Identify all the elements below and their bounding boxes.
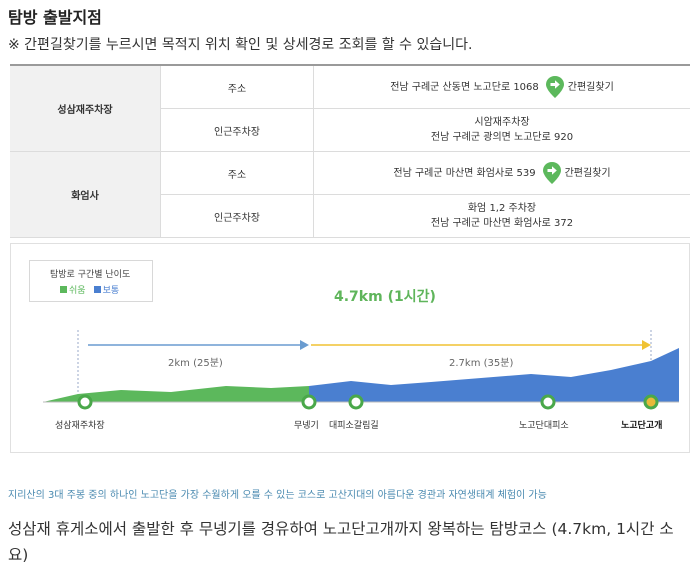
nearby-parking-name: 화엄 1,2 주차장 [467,203,537,214]
segment2-arrowhead [642,340,651,350]
map-pin-icon [545,76,564,98]
nearby-parking-cell: 시암재주차장 전남 구례군 광의면 노고단로 920 [313,108,690,152]
waypoint-marker [77,394,93,410]
segment1-arrowhead [300,340,309,350]
quick-directions-label: 간편길찾기 [567,81,614,93]
nearby-parking-cell: 화엄 1,2 주차장 전남 구례군 마산면 화엄사로 372 [313,194,690,238]
address-label: 주소 [160,151,314,195]
nearby-parking-address: 전남 구례군 마산면 화엄사로 372 [430,218,574,229]
legend-title: 탐방로 구간별 난이도 [50,270,131,280]
nearby-parking-label: 인근주차장 [160,194,314,238]
normal-label: 보통 [102,286,120,296]
difficulty-legend: 탐방로 구간별 난이도 쉬움 보통 [29,260,153,302]
normal-swatch [93,286,101,293]
parking-lot-name: 화엄사 [10,151,161,238]
table-row: 인근주차장 화엄 1,2 주차장 전남 구례군 마산면 화엄사로 372 [10,194,690,238]
course-summary: 성삼재 휴게소에서 출발한 후 무넹기를 경유하여 노고단고개까지 왕복하는 탐… [8,520,674,564]
nearby-parking-address: 전남 구례군 광의면 노고단로 920 [430,132,574,143]
waypoint-label-end: 노고단고개 [621,421,663,431]
table-row: 성삼재주차장 주소 전남 구례군 산동면 노고단로 1068 간편길찾기 [10,65,690,152]
page-title: 탐방 출발지점 [8,8,102,27]
waypoint-label: 노고단대피소 [519,421,569,431]
address-text: 전남 구례군 마산면 화엄사로 539 [393,167,536,179]
address-cell: 전남 구례군 산동면 노고단로 1068 간편길찾기 [313,65,690,109]
normal-section-area [309,348,679,402]
waypoint-label: 무넹기 [294,421,319,431]
quick-directions-label: 간편길찾기 [564,167,611,179]
nearby-parking-name: 시암재주차장 [474,117,530,128]
parking-table: 성삼재주차장 주소 전남 구례군 산동면 노고단로 1068 간편길찾기 인근주… [10,64,690,238]
table-row: 화엄사 주소 전남 구례군 마산면 화엄사로 539 간편길찾기 [10,151,690,238]
elevation-profile [43,330,679,410]
difficulty-profile-panel: 탐방로 구간별 난이도 쉬움 보통 4.7km (1시간) 2km (25분) … [10,243,690,453]
segment2-label: 2.7km (35분) [449,358,514,369]
easy-swatch [60,286,67,293]
nearby-parking-label: 인근주차장 [160,108,314,152]
legend-easy: 쉬움 [60,283,86,296]
waypoint-label: 대피소갈림길 [329,421,379,431]
quick-directions-button[interactable]: 간편길찾기 [542,161,611,185]
easy-section-area [43,386,309,402]
waypoint-marker-end [643,394,659,410]
easy-label: 쉬움 [69,286,86,296]
parking-lot-name: 성삼재주차장 [10,65,161,152]
waypoint-label: 성삼재주차장 [55,421,105,431]
course-highlight: 지리산의 3대 주봉 중의 하나인 노고단을 가장 수월하게 오를 수 있는 코… [8,490,547,501]
waypoint-marker [348,394,364,410]
address-label: 주소 [160,65,314,109]
navigation-notice: ※ 간편길찾기를 누르시면 목적지 위치 확인 및 상세경로 조회를 할 수 있… [8,37,473,53]
quick-directions-button[interactable]: 간편길찾기 [545,75,614,99]
waypoint-marker [540,394,556,410]
address-cell: 전남 구례군 마산면 화엄사로 539 간편길찾기 [313,151,690,195]
table-row: 인근주차장 시암재주차장 전남 구례군 광의면 노고단로 920 [10,108,690,152]
total-distance: 4.7km (1시간) [334,289,436,305]
waypoint-marker [301,394,317,410]
map-pin-icon [542,162,561,184]
legend-normal: 보통 [93,283,120,296]
segment1-label: 2km (25분) [168,358,223,369]
address-text: 전남 구례군 산동면 노고단로 1068 [390,81,539,93]
